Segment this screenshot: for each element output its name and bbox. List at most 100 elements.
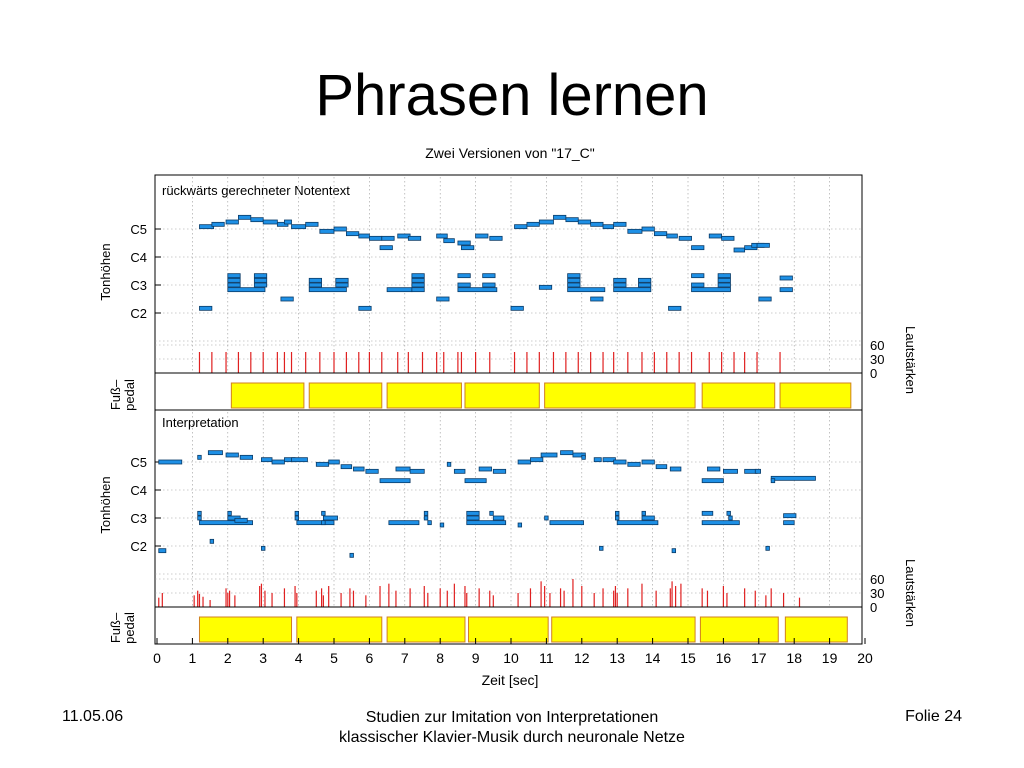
note (517, 522, 523, 528)
note (615, 510, 620, 516)
pedal-segment (468, 616, 549, 643)
note (308, 277, 323, 283)
note (482, 273, 496, 279)
note (691, 273, 705, 279)
note (358, 305, 372, 311)
note (779, 287, 793, 293)
x-tick-label: 13 (609, 650, 625, 666)
note (453, 468, 466, 474)
note (538, 219, 554, 225)
x-tick-label: 16 (716, 650, 732, 666)
note (613, 221, 627, 227)
note (358, 233, 370, 239)
note (616, 520, 659, 526)
x-tick-label: 1 (189, 650, 197, 666)
note (671, 548, 677, 554)
x-tick-label: 11 (539, 650, 554, 666)
note (321, 510, 326, 516)
note (250, 217, 264, 223)
panel-2-pitch-label: Tonhöhen (98, 476, 113, 533)
note (409, 468, 425, 474)
note (211, 221, 225, 227)
note (701, 520, 740, 526)
note (253, 273, 268, 279)
note (549, 520, 584, 526)
note (335, 277, 349, 283)
note (296, 520, 335, 526)
note (227, 510, 232, 516)
note (565, 217, 579, 223)
x-tick-label: 7 (401, 650, 409, 666)
note (723, 468, 738, 474)
note (641, 510, 646, 516)
note (717, 282, 731, 288)
note (349, 552, 354, 558)
note (446, 461, 452, 467)
note (423, 510, 429, 516)
pedal-segment (701, 382, 776, 409)
note (253, 277, 268, 283)
note (717, 277, 731, 283)
loudness-tick-label: 0 (870, 600, 877, 615)
note (381, 235, 395, 241)
panel-1-velocities (198, 352, 781, 373)
note (765, 545, 770, 551)
note (340, 464, 353, 470)
note (475, 233, 489, 239)
note (489, 510, 494, 516)
note (227, 287, 266, 293)
note (321, 520, 326, 526)
note (436, 233, 448, 239)
note (379, 245, 393, 251)
x-tick-label: 5 (330, 650, 338, 666)
note (261, 545, 266, 551)
pedal-segment (308, 382, 383, 409)
panel-2-loudness-label: Lautstärken (903, 559, 918, 627)
note (225, 219, 239, 225)
pitch-tick-label: C4 (130, 250, 147, 265)
x-tick-label: 3 (259, 650, 267, 666)
note (567, 282, 581, 288)
note (461, 245, 475, 251)
pitch-tick-label: C2 (130, 539, 147, 554)
note (407, 235, 422, 241)
note (530, 457, 544, 463)
panel-1: rückwärts gerechneter Notentext Tonhöhen… (98, 174, 918, 411)
note (489, 235, 503, 241)
note (783, 520, 795, 526)
note (158, 459, 183, 465)
note (197, 510, 202, 516)
note (291, 224, 307, 230)
note (335, 282, 349, 288)
panel-2-grid (155, 412, 862, 608)
note (492, 468, 507, 474)
note (262, 219, 278, 225)
note (726, 510, 731, 516)
panel-1-pedal-label-1: Fuß– (108, 379, 123, 410)
note (345, 231, 360, 237)
note (691, 287, 731, 293)
x-tick-label: 15 (680, 650, 696, 666)
note (305, 221, 319, 227)
footer-center-line-1: Studien zur Imitation von Interpretation… (365, 709, 659, 726)
pitch-tick-label: C2 (130, 306, 147, 321)
note (436, 296, 450, 302)
note (641, 226, 655, 232)
note (457, 282, 471, 288)
note (517, 459, 531, 465)
note (538, 284, 553, 290)
footer-center-line-2: klassischer Klavier-Musik durch neuronal… (339, 729, 685, 746)
note (207, 450, 223, 456)
pedal-segment (784, 616, 848, 643)
piano-roll-chart: Zwei Versionen von "17_C" rückwärts gere… (98, 145, 918, 688)
note (227, 277, 241, 283)
note (708, 233, 723, 239)
pedal-segment (464, 382, 540, 409)
pitch-tick-label: C4 (130, 483, 147, 498)
note (544, 515, 549, 521)
panel-2-frame (154, 409, 863, 645)
note (717, 273, 731, 279)
note (669, 466, 682, 472)
note (291, 457, 308, 463)
